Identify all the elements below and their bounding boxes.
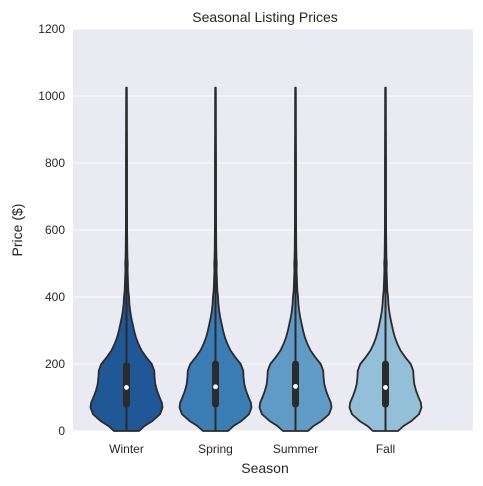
x-tick-label: Spring (198, 442, 233, 456)
x-axis-label: Season (241, 460, 288, 476)
y-tick-label: 200 (45, 357, 65, 371)
violin-winter (89, 86, 164, 432)
violin-median-dot (383, 385, 388, 390)
violin-spring (178, 86, 253, 432)
violin-median-dot (124, 385, 129, 390)
x-axis-ticks: Winter Spring Summer Fall (109, 442, 395, 456)
violin-median-dot (293, 384, 298, 389)
y-tick-label: 0 (58, 424, 65, 438)
chart-title: Seasonal Listing Prices (192, 9, 338, 25)
violins (89, 86, 423, 432)
y-axis-ticks: 0 200 400 600 800 1000 1200 (38, 22, 65, 438)
x-tick-label: Winter (109, 442, 144, 456)
y-tick-label: 1000 (38, 89, 65, 103)
x-tick-label: Summer (273, 442, 318, 456)
violin-fall (348, 86, 423, 432)
y-axis-label: Price ($) (9, 204, 25, 257)
y-tick-label: 600 (45, 223, 65, 237)
y-tick-label: 400 (45, 290, 65, 304)
y-tick-label: 1200 (38, 22, 65, 36)
violin-summer (258, 86, 333, 432)
violin-median-dot (213, 384, 218, 390)
x-tick-label: Fall (376, 442, 395, 456)
y-tick-label: 800 (45, 156, 65, 170)
